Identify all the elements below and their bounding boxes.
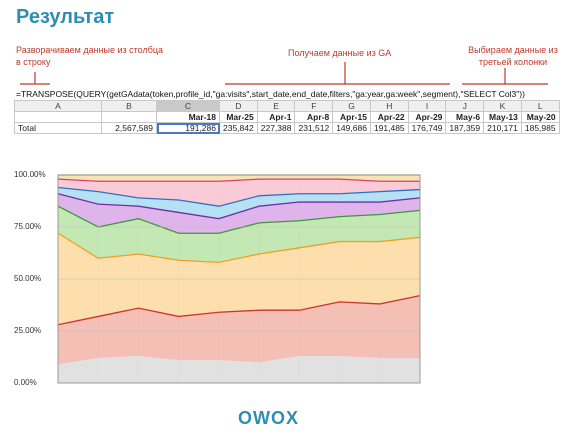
col-header-k[interactable]: K: [483, 100, 522, 112]
cell[interactable]: Apr-22: [369, 111, 409, 123]
series-line-5: [57, 178, 420, 182]
plot-frame: [57, 174, 421, 384]
cell[interactable]: 191,485: [369, 122, 409, 134]
chart-plot-area: [57, 174, 421, 384]
y-tick-label: 50.00%: [14, 274, 42, 283]
cell[interactable]: 235,842: [219, 122, 258, 134]
active-cell[interactable]: 191,286: [156, 122, 220, 134]
total-row: Total 2,567,589 191,286 235,842 227,388 …: [14, 122, 560, 134]
area-series-6: [58, 179, 420, 207]
col-header-a[interactable]: A: [14, 100, 102, 112]
cell[interactable]: Apr-29: [407, 111, 447, 123]
cell[interactable]: Mar-25: [219, 111, 258, 123]
cell[interactable]: [101, 111, 157, 123]
annotation-transpose: Разворачиваем данные из столбца в строку: [16, 45, 164, 67]
area-series-7: [58, 175, 420, 182]
series-line-1: [57, 232, 421, 264]
cell[interactable]: Apr-8: [294, 111, 334, 123]
page-title: Результат: [16, 6, 115, 28]
annotation-brackets: [20, 62, 548, 85]
col-header-i[interactable]: I: [407, 100, 447, 112]
y-tick-label: 25.00%: [14, 326, 42, 335]
stacked-area-chart: 100.00% 75.00% 50.00% 25.00% 0.00%: [14, 168, 434, 390]
cell[interactable]: [14, 111, 102, 123]
col-header-b[interactable]: B: [101, 100, 157, 112]
series-line-2: [57, 205, 421, 234]
col-header-c[interactable]: C: [156, 100, 220, 112]
owox-logo: OWOX: [238, 408, 299, 428]
area-series-3: [58, 206, 420, 263]
series-line-3: [57, 193, 421, 220]
area-series-5: [58, 187, 420, 219]
col-header-f[interactable]: F: [294, 100, 334, 112]
col-header-e[interactable]: E: [256, 100, 296, 112]
area-series-1: [58, 295, 420, 365]
cell[interactable]: Total: [14, 122, 102, 134]
cell[interactable]: 176,749: [407, 122, 447, 134]
spreadsheet-grid: A B C D E F G H I J K L Mar-18 Mar-25 Ap…: [14, 100, 560, 134]
col-header-d[interactable]: D: [219, 100, 258, 112]
y-tick-label: 0.00%: [14, 378, 37, 387]
cell[interactable]: May-6: [445, 111, 485, 123]
cell[interactable]: Mar-18: [156, 111, 220, 123]
annotation-get-ga-data: Получаем данные из GA: [288, 48, 392, 58]
cell[interactable]: May-13: [483, 111, 522, 123]
annotation-select-column: Выбираем данные из третьей колонки: [468, 45, 558, 67]
formula-bar[interactable]: =TRANSPOSE(QUERY(getGAdata(token,profile…: [16, 89, 525, 99]
y-tick-label: 100.00%: [14, 170, 46, 179]
column-header-row: A B C D E F G H I J K L: [14, 100, 560, 112]
cell[interactable]: 149,686: [332, 122, 371, 134]
y-tick-label: 75.00%: [14, 222, 42, 231]
area-series-0: [58, 355, 420, 383]
series-line-0: [57, 295, 421, 326]
series-line-4: [57, 186, 421, 207]
cell[interactable]: 231,512: [294, 122, 334, 134]
cell[interactable]: May-20: [520, 111, 560, 123]
col-header-h[interactable]: H: [369, 100, 409, 112]
date-row: Mar-18 Mar-25 Apr-1 Apr-8 Apr-15 Apr-22 …: [14, 111, 560, 123]
area-series-4: [58, 193, 420, 234]
cell[interactable]: 2,567,589: [101, 122, 157, 134]
cell[interactable]: 227,388: [256, 122, 296, 134]
cell[interactable]: 210,171: [483, 122, 522, 134]
cell[interactable]: Apr-1: [256, 111, 296, 123]
cell[interactable]: Apr-15: [332, 111, 371, 123]
col-header-j[interactable]: J: [445, 100, 485, 112]
col-header-l[interactable]: L: [520, 100, 560, 112]
cell[interactable]: 185,985: [520, 122, 560, 134]
col-header-g[interactable]: G: [332, 100, 371, 112]
cell[interactable]: 187,359: [445, 122, 485, 134]
